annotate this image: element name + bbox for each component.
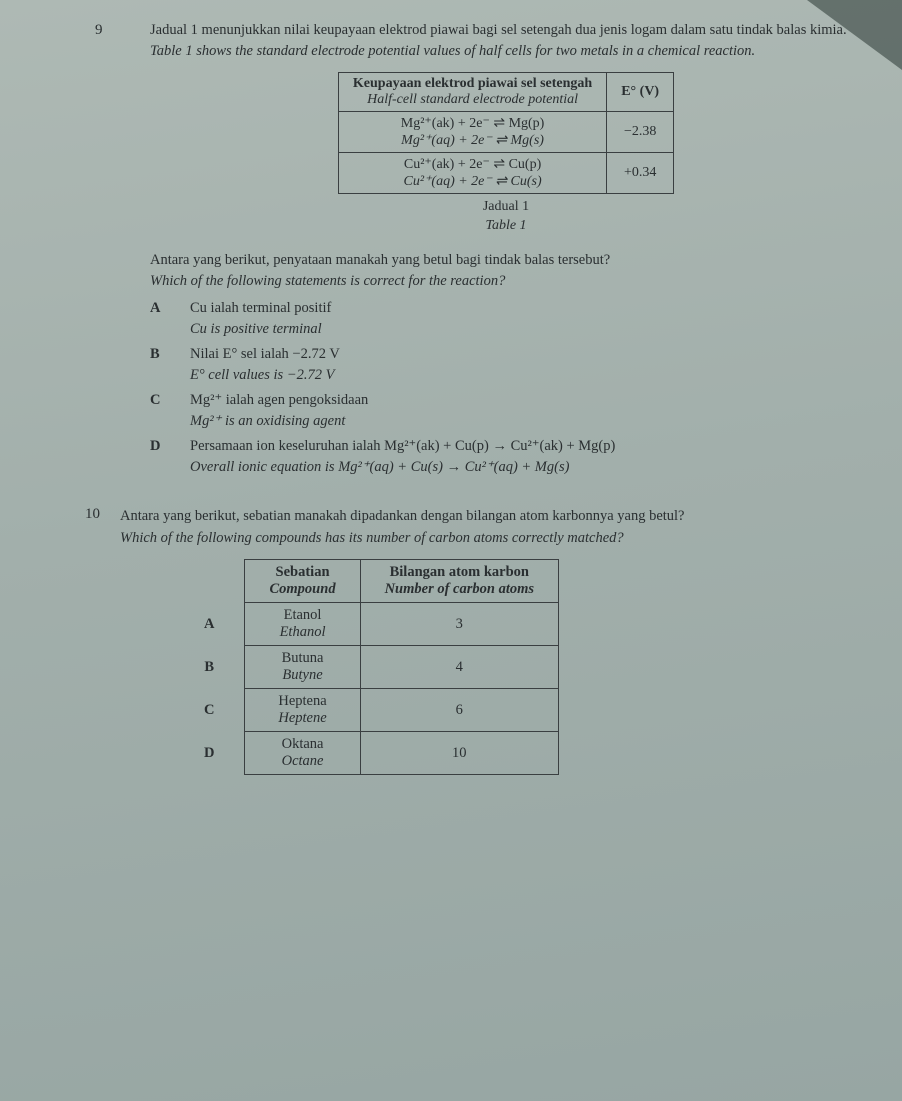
q9-cu-ms: Cu²⁺(ak) + 2e⁻ ⇌ Cu(p) [404,157,541,172]
q10-th-compound-ms: Sebatian [276,564,330,580]
q10-stem-ms: Antara yang berikut, sebatian manakah di… [120,508,685,524]
q10-b-compound: ButunaButyne [245,646,360,689]
q9-table-caption: Jadual 1 Table 1 [150,198,862,236]
q9-b-en: E° cell values is −2.72 V [190,365,340,386]
question-number-9: 9 [95,22,103,39]
q9-options: A Cu ialah terminal positif Cu is positi… [150,298,862,478]
q9-stem-en: Which of the following statements is cor… [150,271,862,292]
q10-th-compound: Sebatian Compound [245,560,360,603]
q10-stem: Antara yang berikut, sebatian manakah di… [120,506,862,550]
q9-option-a[interactable]: A Cu ialah terminal positif Cu is positi… [150,298,862,340]
q9-b-ms: Nilai E° sel ialah −2.72 V [190,346,340,362]
q10-a-compound: EtanolEthanol [245,603,360,646]
q10-c-compound: HeptenaHeptene [245,689,360,732]
question-9: Jadual 1 menunjukkan nilai keupayaan ele… [150,20,862,478]
q9-ev-mg: −2.38 [607,112,674,153]
q9-cell-mg: Mg²⁺(ak) + 2e⁻ ⇌ Mg(p) Mg²⁺(aq) + 2e⁻ ⇌ … [338,112,606,153]
q9-stem: Antara yang berikut, penyataan manakah y… [150,250,862,292]
q9-th-halfcell-en: Half-cell standard electrode potential [367,92,578,107]
page-corner-fold [807,0,902,70]
q9-stem-ms: Antara yang berikut, penyataan manakah y… [150,252,610,268]
q9-c-en: Mg²⁺ is an oxidising agent [190,411,368,432]
option-label: D [180,732,245,775]
q9-option-c[interactable]: C Mg²⁺ ialah agen pengoksidaan Mg²⁺ is a… [150,390,862,432]
q9-mg-en: Mg²⁺(aq) + 2e⁻ ⇌ Mg(s) [401,133,544,148]
q10-row-d[interactable]: D OktanaOctane 10 [180,732,559,775]
q9-cell-cu: Cu²⁺(ak) + 2e⁻ ⇌ Cu(p) Cu²⁺(aq) + 2e⁻ ⇌ … [338,153,606,194]
q9-intro-en: Table 1 shows the standard electrode pot… [150,43,755,59]
q9-th-halfcell-ms: Keupayaan elektrod piawai sel setengah [353,76,592,91]
option-label: A [180,603,245,646]
q9-a-ms: Cu ialah terminal positif [190,300,331,316]
q10-empty-header [180,560,245,603]
q9-ev-cu: +0.34 [607,153,674,194]
q9-option-d[interactable]: D Persamaan ion keseluruhan ialah Mg²⁺(a… [150,436,862,478]
q9-mg-ms: Mg²⁺(ak) + 2e⁻ ⇌ Mg(p) [401,116,545,131]
q10-row-b[interactable]: B ButunaButyne 4 [180,646,559,689]
q9-option-b[interactable]: B Nilai E° sel ialah −2.72 V E° cell val… [150,344,862,386]
q9-th-ev: E° (V) [607,73,674,112]
q10-a-n: 3 [360,603,558,646]
q9-th-halfcell: Keupayaan elektrod piawai sel setengah H… [338,73,606,112]
q10-th-carbon-en: Number of carbon atoms [385,581,534,597]
q10-stem-en: Which of the following compounds has its… [120,530,624,546]
q10-b-n: 4 [360,646,558,689]
q10-d-compound: OktanaOctane [245,732,360,775]
q9-c-ms: Mg²⁺ ialah agen pengoksidaan [190,392,368,408]
q9-intro-ms: Jadual 1 menunjukkan nilai keupayaan ele… [150,22,847,38]
option-label: B [180,646,245,689]
q9-cap-en: Table 1 [150,217,862,236]
option-label: C [180,689,245,732]
option-label: B [150,344,168,386]
q9-cu-en: Cu²⁺(aq) + 2e⁻ ⇌ Cu(s) [403,174,541,189]
q10-table: Sebatian Compound Bilangan atom karbon N… [180,559,559,775]
q10-row-c[interactable]: C HeptenaHeptene 6 [180,689,559,732]
q9-a-en: Cu is positive terminal [190,319,331,340]
q10-th-compound-en: Compound [269,581,335,597]
q9-d-en: Overall ionic equation is Mg²⁺(aq) + Cu(… [190,457,615,478]
q10-th-carbon: Bilangan atom karbon Number of carbon at… [360,560,558,603]
q10-th-carbon-ms: Bilangan atom karbon [390,564,529,580]
q9-table: Keupayaan elektrod piawai sel setengah H… [338,72,674,194]
q10-row-a[interactable]: A EtanolEthanol 3 [180,603,559,646]
question-number-10: 10 [85,506,100,523]
q9-cap-ms: Jadual 1 [483,199,529,214]
option-label: A [150,298,168,340]
question-10: Antara yang berikut, sebatian manakah di… [120,506,862,776]
option-label: D [150,436,168,478]
option-label: C [150,390,168,432]
q10-d-n: 10 [360,732,558,775]
exam-page: { "q9": { "number": "9", "intro_ms": "Ja… [0,0,902,1101]
q9-intro: Jadual 1 menunjukkan nilai keupayaan ele… [150,20,862,62]
q10-c-n: 6 [360,689,558,732]
q9-d-ms: Persamaan ion keseluruhan ialah Mg²⁺(ak)… [190,438,615,454]
